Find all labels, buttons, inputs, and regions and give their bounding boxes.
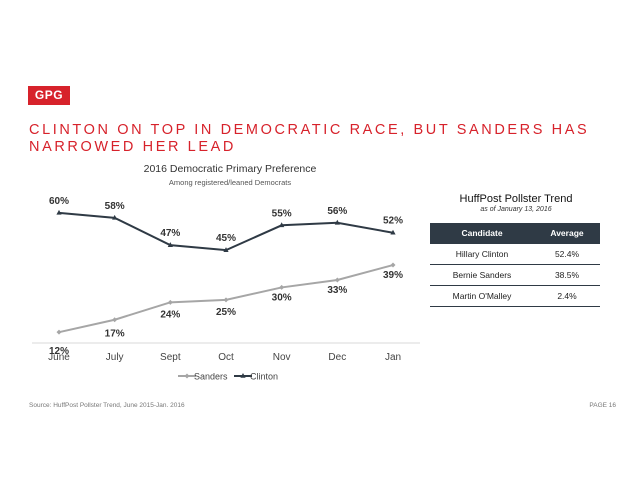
sanders-point — [223, 297, 229, 303]
gpg-logo: GPG — [28, 86, 70, 105]
headline-line-1: CLINTON ON TOP IN DEMOCRATIC RACE, BUT S… — [29, 122, 590, 138]
sanders-data-label: 12% — [49, 346, 69, 357]
average-cell: 38.5% — [534, 264, 600, 286]
page-number: PAGE 16 — [589, 402, 616, 409]
clinton-legend-label: Clinton — [250, 372, 278, 382]
header-candidate: Candidate — [430, 223, 534, 244]
pollster-table-subtitle: as of January 13, 2016 — [480, 206, 552, 213]
clinton-data-label: 56% — [327, 206, 347, 217]
sanders-point — [167, 299, 173, 305]
clinton-data-label: 60% — [49, 196, 69, 207]
sanders-legend-label: Sanders — [194, 372, 228, 382]
clinton-point — [279, 222, 285, 228]
x-tick-label: July — [106, 352, 124, 363]
candidate-cell: Martin O'Malley — [430, 285, 534, 307]
sanders-data-label: 17% — [105, 329, 125, 340]
sanders-data-label: 25% — [216, 307, 236, 318]
sanders-data-label: 39% — [383, 270, 403, 281]
sanders-point — [279, 284, 285, 290]
clinton-legend-marker — [240, 373, 246, 378]
sanders-point — [334, 277, 340, 283]
headline-line-2: NARROWED HER LEAD — [29, 139, 236, 155]
pollster-table-title: HuffPost Pollster Trend — [459, 193, 573, 205]
table-row: Bernie Sanders 38.5% — [430, 264, 600, 286]
sanders-data-label: 24% — [160, 309, 180, 320]
chart-subtitle: Among registered/leaned Democrats — [168, 178, 292, 187]
clinton-point — [390, 229, 396, 235]
sanders-point — [112, 317, 118, 323]
x-tick-label: Nov — [273, 352, 291, 363]
clinton-series-line — [58, 211, 394, 252]
candidate-cell: Bernie Sanders — [430, 264, 534, 286]
x-tick-label: Oct — [218, 352, 234, 363]
average-cell: 52.4% — [534, 243, 600, 265]
clinton-point — [112, 214, 118, 220]
clinton-data-label: 58% — [105, 201, 125, 212]
table-header-row: Candidate Average — [430, 223, 600, 244]
clinton-point — [56, 209, 62, 215]
clinton-point — [334, 219, 340, 225]
x-tick-label: Sept — [160, 352, 181, 363]
x-tick-label: Jan — [385, 352, 401, 363]
clinton-point — [223, 247, 229, 252]
table-row: Martin O'Malley 2.4% — [430, 285, 600, 307]
candidate-cell: Hillary Clinton — [430, 243, 534, 265]
clinton-data-label: 47% — [160, 228, 180, 239]
slide-headline: CLINTON ON TOP IN DEMOCRATIC RACE, BUT S… — [29, 122, 619, 156]
sanders-point — [390, 262, 396, 268]
header-average: Average — [534, 223, 600, 244]
average-cell: 2.4% — [534, 285, 600, 307]
sanders-data-label: 30% — [272, 292, 292, 303]
clinton-data-label: 45% — [216, 233, 236, 244]
sanders-legend-marker — [184, 373, 190, 379]
source-note: Source: HuffPost Pollster Trend, June 20… — [29, 402, 185, 409]
sanders-data-label: 33% — [327, 285, 347, 296]
clinton-data-label: 52% — [383, 216, 403, 227]
chart-title: 2016 Democratic Primary Preference — [143, 163, 317, 175]
clinton-point — [167, 242, 173, 247]
x-tick-label: Dec — [328, 352, 346, 363]
x-tick-label: June — [48, 352, 70, 363]
clinton-data-label: 55% — [272, 208, 292, 219]
table-row: Hillary Clinton 52.4% — [430, 243, 600, 265]
sanders-point — [56, 329, 62, 335]
pollster-table: Candidate Average Hillary Clinton 52.4% … — [430, 223, 600, 307]
